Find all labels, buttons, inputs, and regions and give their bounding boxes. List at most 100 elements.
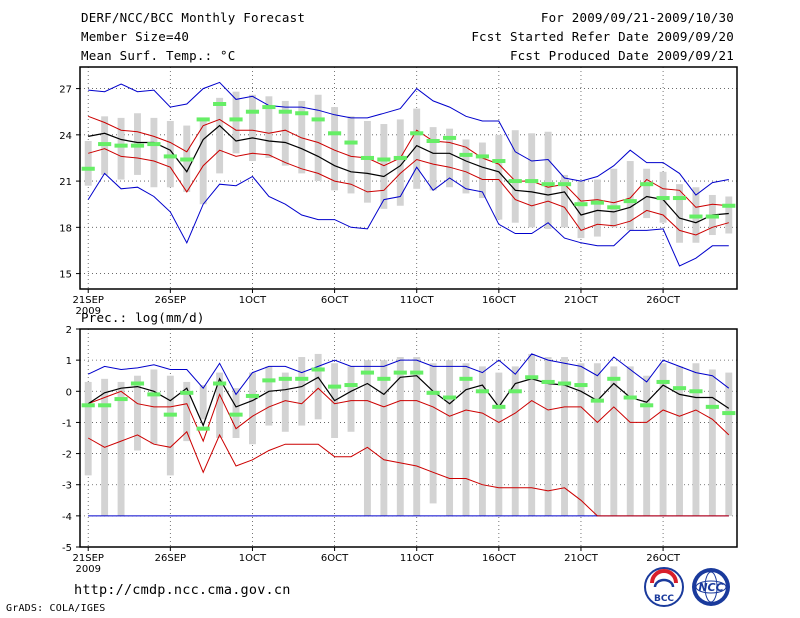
median-marker xyxy=(689,389,703,394)
ensemble-box xyxy=(281,100,289,166)
ensemble-box xyxy=(314,94,322,182)
median-marker xyxy=(344,383,358,388)
median-marker xyxy=(656,379,670,384)
member-size: Member Size=40 xyxy=(81,29,190,44)
x-tick-label: 21SEP xyxy=(73,553,104,564)
median-marker xyxy=(623,199,637,204)
ensemble-box xyxy=(429,127,437,191)
plot-frame xyxy=(79,66,738,290)
median-marker xyxy=(98,403,112,408)
median-marker xyxy=(426,139,440,143)
source-url[interactable]: http://cmdp.ncc.cma.gov.cn xyxy=(74,582,291,598)
chart-title: DERF/NCC/BCC Monthly Forecast xyxy=(81,10,306,25)
variable-label: Mean Surf. Temp.: °C xyxy=(81,48,236,63)
ensemble-box xyxy=(347,116,355,194)
ensemble-box xyxy=(544,131,552,229)
ensemble-box xyxy=(626,161,634,231)
grads-credit: GrADS: COLA/IGES xyxy=(6,603,106,614)
median-marker xyxy=(705,214,719,219)
median-marker xyxy=(656,196,670,201)
x-tick-label: 26SEP xyxy=(155,295,186,306)
median-marker xyxy=(130,143,145,148)
ensemble-box xyxy=(593,363,601,516)
ensemble-box xyxy=(298,357,306,426)
y-tick-label: -2 xyxy=(62,450,72,461)
x-tick-label: 26SEP xyxy=(155,553,186,564)
median-marker xyxy=(213,381,227,386)
ensemble-box xyxy=(216,97,224,174)
ensemble-box xyxy=(659,363,667,516)
x-tick-label: 6OCT xyxy=(321,295,349,306)
ensemble-box xyxy=(134,375,141,451)
median-marker xyxy=(196,117,210,122)
median-marker xyxy=(360,155,375,160)
median-marker xyxy=(147,142,161,147)
median-marker xyxy=(180,390,194,395)
ensemble-box xyxy=(396,357,404,516)
median-marker xyxy=(705,404,719,409)
median-marker xyxy=(590,200,604,205)
ensemble-box xyxy=(429,363,437,504)
ensemble-max-line xyxy=(87,353,730,396)
median-marker xyxy=(475,389,489,394)
ensemble-box xyxy=(446,128,454,188)
median-marker xyxy=(508,179,522,184)
ensemble-box xyxy=(363,120,371,203)
ensemble-box xyxy=(610,366,618,516)
median-marker xyxy=(180,157,194,162)
median-marker xyxy=(492,404,506,409)
ensemble-box xyxy=(593,179,601,237)
ensemble-box xyxy=(150,117,158,188)
median-marker xyxy=(229,412,243,417)
ensemble-box xyxy=(199,385,207,420)
median-marker xyxy=(607,376,621,381)
x-tick-label: 21OCT xyxy=(564,295,599,306)
ensemble-box xyxy=(610,168,618,228)
median-marker xyxy=(442,395,457,400)
median-marker xyxy=(344,140,358,145)
ensemble-box xyxy=(446,360,454,516)
y-tick-label: 0 xyxy=(66,387,72,398)
median-marker xyxy=(262,378,276,383)
median-marker xyxy=(672,386,687,391)
ensemble-box xyxy=(528,353,536,516)
ensemble-box xyxy=(495,134,503,220)
ensemble-mean-line xyxy=(87,375,730,428)
median-marker xyxy=(541,379,555,384)
ensemble-box xyxy=(265,366,273,426)
x-tick-label: 11OCT xyxy=(400,553,435,564)
y-tick-label: 2 xyxy=(66,325,72,336)
x-tick-label: 6OCT xyxy=(321,553,349,564)
median-marker xyxy=(574,202,588,207)
ensemble-box xyxy=(331,107,339,191)
median-marker xyxy=(262,105,276,110)
ensemble-box xyxy=(676,366,683,516)
median-marker xyxy=(245,109,260,114)
median-marker xyxy=(393,370,407,375)
ensemble-min-line xyxy=(88,81,729,196)
median-marker xyxy=(278,109,292,114)
median-marker xyxy=(492,159,506,164)
ensemble-box xyxy=(561,174,568,228)
median-marker xyxy=(459,152,473,157)
median-marker xyxy=(163,154,177,159)
bcc-logo-text: BCC xyxy=(654,594,674,604)
median-marker xyxy=(213,102,227,106)
median-marker xyxy=(508,389,522,394)
ensemble-box xyxy=(511,130,519,223)
ensemble-box xyxy=(183,381,191,442)
median-marker xyxy=(426,390,440,395)
median-marker xyxy=(393,155,407,160)
median-marker xyxy=(311,367,325,372)
ensemble-box xyxy=(380,360,388,516)
x-tick-year-label: 2009 xyxy=(75,564,100,575)
mean-spread-line xyxy=(88,387,730,443)
mean-spread-line xyxy=(88,148,729,236)
ensemble-box xyxy=(561,357,568,516)
ensemble-box xyxy=(626,366,634,516)
x-tick-year-label: 2009 xyxy=(75,306,100,317)
median-marker xyxy=(722,203,736,208)
y-tick-label: 27 xyxy=(59,85,72,96)
